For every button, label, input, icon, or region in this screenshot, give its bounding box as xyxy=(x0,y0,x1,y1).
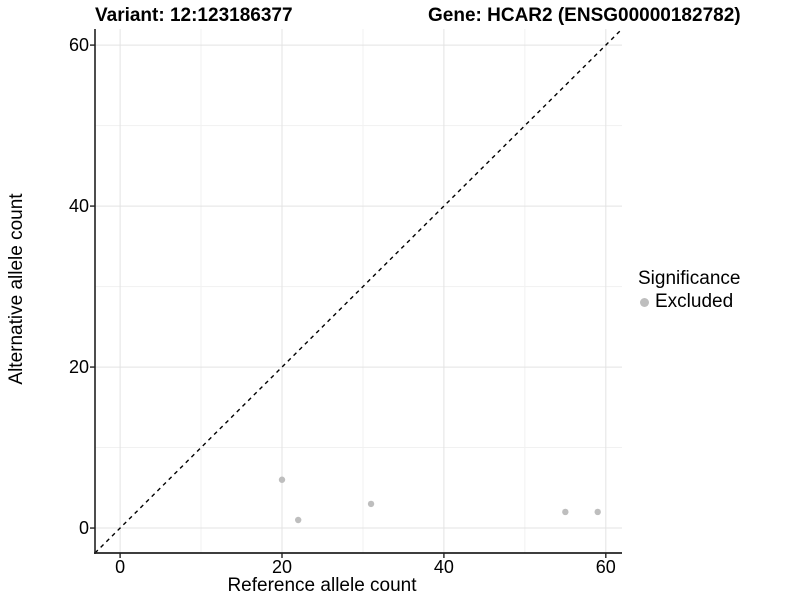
plot-title-gene: Gene: HCAR2 (ENSG00000182782) xyxy=(428,5,741,26)
legend-title: Significance xyxy=(638,268,741,289)
x-tick-label: 20 xyxy=(271,557,293,577)
x-tick-label: 60 xyxy=(595,557,616,577)
y-tick-label: 60 xyxy=(68,35,89,56)
legend: Significance Excluded xyxy=(638,268,740,313)
data-point xyxy=(594,508,601,516)
data-point xyxy=(367,500,375,508)
excluded-marker-icon xyxy=(640,297,649,307)
x-axis-title: Reference allele count xyxy=(227,575,417,596)
data-point xyxy=(562,508,569,516)
y-tick-label: 0 xyxy=(78,518,89,539)
identity-line xyxy=(94,28,623,554)
x-tick-label: 40 xyxy=(433,557,454,577)
data-point xyxy=(278,476,286,483)
data-point xyxy=(294,516,302,524)
y-tick-label: 40 xyxy=(68,196,89,217)
y-axis-title: Alternative allele count xyxy=(6,193,27,385)
legend-entry-excluded: Excluded xyxy=(638,291,740,313)
y-tick-label: 20 xyxy=(68,357,89,378)
legend-entry-label: Excluded xyxy=(655,291,734,312)
plot-title-variant: Variant: 12:123186377 xyxy=(95,5,293,26)
x-tick-label: 0 xyxy=(115,557,126,577)
